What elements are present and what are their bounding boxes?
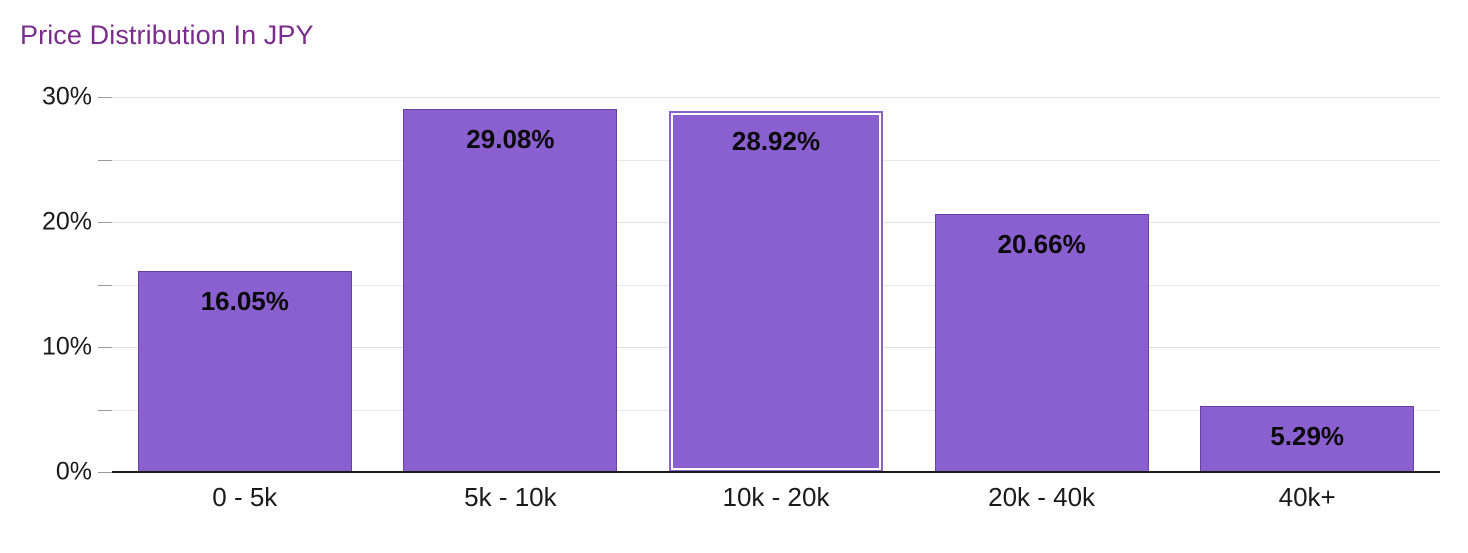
x-axis-line <box>112 471 1440 473</box>
bar-group[interactable]: 5.29% <box>1200 97 1415 472</box>
y-axis-tick <box>98 409 112 411</box>
bar-value-label: 28.92% <box>731 125 821 156</box>
x-axis-label: 40k+ <box>1278 482 1336 512</box>
bar[interactable] <box>137 271 352 472</box>
bar-value-label: 5.29% <box>1270 420 1345 451</box>
y-axis-tick <box>98 284 112 286</box>
x-axis-label: 10k - 20k <box>722 482 830 512</box>
y-axis-label: 10% <box>41 332 92 361</box>
bar-group[interactable]: 16.05% <box>137 97 352 472</box>
y-axis-tick <box>98 159 112 161</box>
x-axis-label: 0 - 5k <box>212 482 278 512</box>
bar-selected[interactable] <box>669 110 883 472</box>
x-axis-label: 5k - 10k <box>464 482 557 512</box>
y-axis-tick <box>98 472 112 473</box>
x-axis-label: 20k - 40k <box>988 482 1096 512</box>
bar-value-label: 20.66% <box>997 228 1086 259</box>
bar[interactable] <box>1200 405 1415 472</box>
bar-fill <box>673 114 879 468</box>
y-axis-label: 30% <box>41 82 92 111</box>
plot-area: 16.05% 29.08% 28.92% 20.66% 5.29% <box>112 97 1440 472</box>
bar[interactable] <box>403 108 618 472</box>
y-axis-tick <box>98 347 112 348</box>
chart-title: Price Distribution In JPY <box>20 20 314 50</box>
bar-group[interactable]: 20.66% <box>934 97 1149 472</box>
y-axis-tick <box>98 97 112 98</box>
gridline <box>112 97 1440 98</box>
y-axis-label: 0% <box>55 457 92 486</box>
bar-value-label: 29.08% <box>466 123 555 154</box>
y-axis-label: 20% <box>41 207 92 236</box>
bar-value-label: 16.05% <box>200 286 289 317</box>
y-axis-tick <box>98 222 112 223</box>
bar-group[interactable]: 28.92% <box>669 97 883 472</box>
bar-group[interactable]: 29.08% <box>403 97 618 472</box>
bars-layer: 16.05% 29.08% 28.92% 20.66% 5.29% <box>112 97 1440 472</box>
